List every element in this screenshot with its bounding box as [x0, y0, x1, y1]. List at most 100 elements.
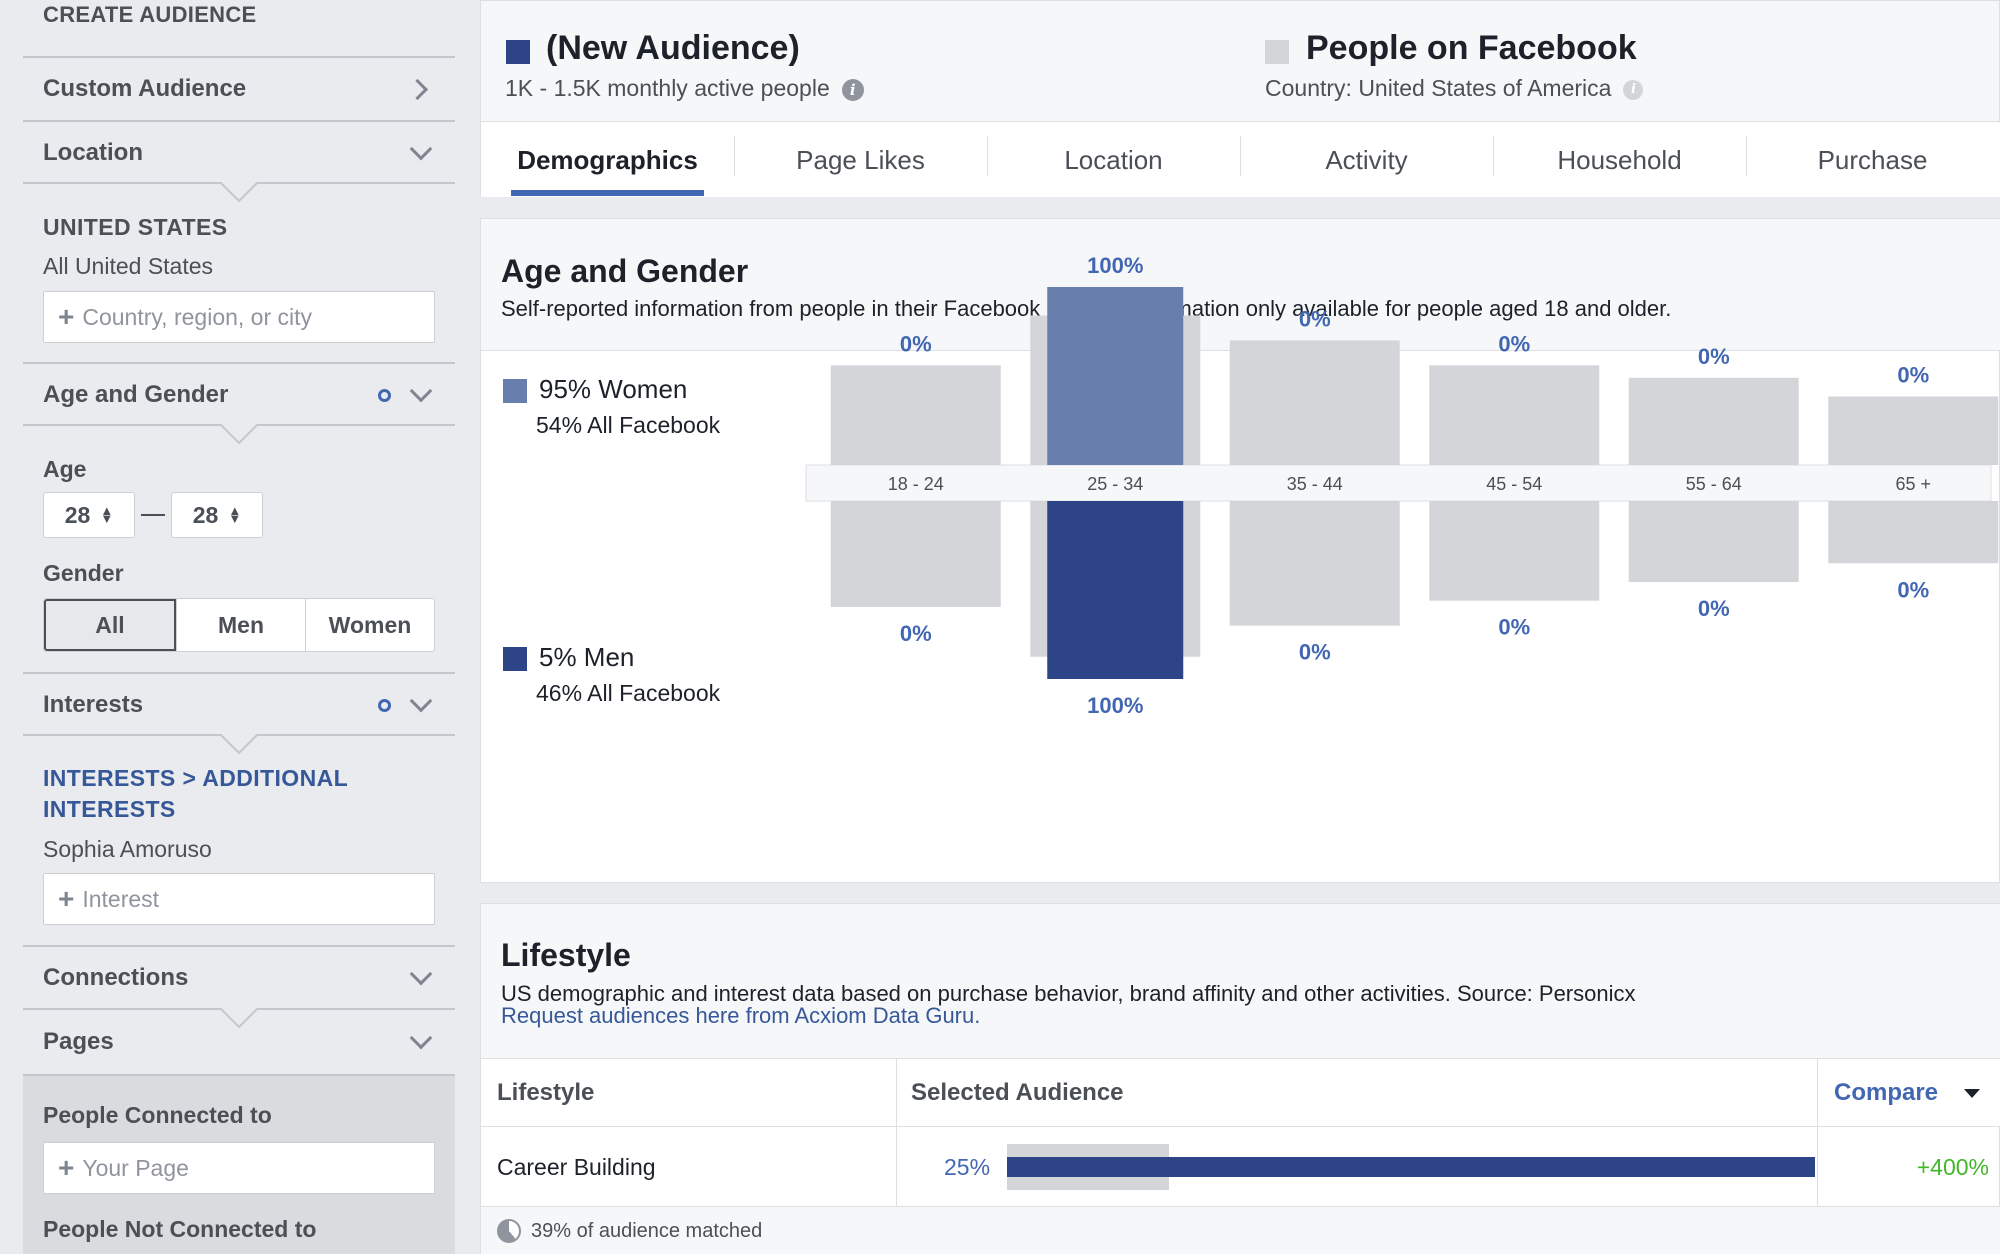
- men-data-label: 0%: [1498, 615, 1530, 640]
- lifestyle-footer: 39% of audience matched: [481, 1206, 2000, 1254]
- page-input[interactable]: + Your Page: [43, 1142, 435, 1194]
- info-icon[interactable]: i: [841, 78, 864, 101]
- age-max-select[interactable]: 28 ▲ ▼: [171, 492, 263, 538]
- new-audience-title: (New Audience): [546, 29, 800, 67]
- tab-demographics[interactable]: Demographics: [481, 122, 734, 198]
- age-tick-label: 35 - 44: [1287, 474, 1343, 494]
- location-row[interactable]: Location: [23, 120, 455, 184]
- age-tick-label: 65 +: [1895, 474, 1931, 494]
- age-max-value: 28: [192, 501, 219, 528]
- interests-breadcrumb-line-1: INTERESTS > ADDITIONAL: [43, 765, 349, 791]
- men-baseline-bar: [1828, 501, 1999, 564]
- interest-input[interactable]: + Interest: [43, 873, 435, 925]
- interests-breadcrumb[interactable]: INTERESTS > ADDITIONAL INTERESTS: [43, 763, 373, 825]
- age-tick-label: 45 - 54: [1486, 474, 1542, 494]
- tab-purchase[interactable]: Purchase: [1746, 122, 1999, 198]
- tab-activity[interactable]: Activity: [1240, 122, 1493, 198]
- age-min-value: 28: [64, 501, 91, 528]
- section-divider: [23, 424, 455, 446]
- sidebar-title: CREATE AUDIENCE: [43, 2, 257, 27]
- men-bar: [1047, 501, 1184, 679]
- men-data-label: 0%: [1698, 596, 1730, 621]
- age-tick-label: 18 - 24: [888, 474, 944, 494]
- age-gender-header: Age and Gender Self-reported information…: [481, 219, 2000, 351]
- women-data-label: 0%: [1498, 331, 1530, 356]
- women-baseline-bar: [830, 365, 1001, 465]
- row-selected-pct: 25%: [944, 1154, 991, 1180]
- men-data-label: 0%: [1897, 577, 1929, 602]
- gender-all-button[interactable]: All: [44, 599, 176, 651]
- page-connections-panel: People Connected to + Your Page People N…: [23, 1074, 455, 1254]
- gender-men-button[interactable]: Men: [176, 599, 305, 651]
- connections-label: Connections: [43, 964, 189, 991]
- women-legend-label: 95% Women: [539, 374, 688, 404]
- up-down-arrows-icon: ▲ ▼: [228, 503, 242, 526]
- women-swatch: [503, 379, 527, 403]
- women-data-label: 0%: [1698, 344, 1730, 369]
- women-baseline-bar: [1828, 396, 1999, 465]
- interests-breadcrumb-line-2: INTERESTS: [43, 796, 176, 822]
- interests-label: Interests: [43, 691, 144, 718]
- location-scope: All United States: [43, 253, 214, 279]
- connections-row[interactable]: Connections: [23, 945, 455, 1009]
- table-row[interactable]: Career Building 25% +400%: [481, 1128, 2000, 1206]
- age-band: [805, 464, 1992, 502]
- tab-location[interactable]: Location: [987, 122, 1240, 198]
- caret-down-icon: [1964, 1088, 1981, 1098]
- people-on-facebook-title: People on Facebook: [1306, 29, 1637, 67]
- insights-tabs: Demographics Page Likes Location Activit…: [481, 121, 2000, 197]
- section-divider: [23, 1008, 455, 1030]
- row-compare-value: +400%: [1916, 1154, 1989, 1180]
- chevron-down-icon: [409, 689, 433, 713]
- plus-icon: +: [58, 301, 75, 332]
- interests-row[interactable]: Interests: [23, 672, 455, 736]
- chevron-down-icon: [409, 1026, 433, 1050]
- women-baseline-bar: [1628, 377, 1799, 465]
- pages-row[interactable]: Pages: [23, 1010, 455, 1074]
- plus-icon: +: [58, 883, 75, 914]
- age-range-dash: [141, 514, 165, 516]
- row-lifestyle-name: Career Building: [497, 1154, 656, 1180]
- lifestyle-title: Lifestyle: [501, 937, 631, 973]
- location-placeholder: Country, region, or city: [82, 303, 313, 330]
- col-selected-audience[interactable]: Selected Audience: [911, 1079, 1124, 1106]
- gender-women-button[interactable]: Women: [305, 599, 434, 651]
- column-divider: [896, 1059, 897, 1206]
- location-country: UNITED STATES: [43, 214, 228, 240]
- gender-label: Gender: [43, 560, 124, 586]
- men-all-facebook: 46% All Facebook: [536, 680, 721, 706]
- facebook-country-text: Country: United States of America: [1265, 75, 1612, 101]
- location-input[interactable]: + Country, region, or city: [43, 291, 435, 343]
- lifestyle-table-header: Lifestyle Selected Audience Compare: [481, 1059, 2000, 1127]
- men-data-label: 0%: [900, 621, 932, 646]
- women-data-label: 0%: [1299, 306, 1331, 331]
- plus-icon: +: [58, 1152, 75, 1183]
- tab-page-likes[interactable]: Page Likes: [734, 122, 987, 198]
- people-not-connected-label: People Not Connected to: [43, 1216, 317, 1242]
- lifestyle-subtitle: US demographic and interest data based o…: [501, 981, 1636, 1006]
- facebook-country: Country: United States of America i: [1265, 75, 1644, 102]
- chevron-down-icon: [409, 379, 433, 403]
- compare-label: Compare: [1834, 1079, 1939, 1106]
- acxiom-link[interactable]: Request audiences here from Acxiom Data …: [501, 1003, 981, 1028]
- facebook-swatch: [1265, 40, 1289, 64]
- women-all-facebook: 54% All Facebook: [536, 412, 721, 438]
- active-filter-dot-icon: [378, 388, 391, 402]
- section-divider: [23, 734, 455, 756]
- age-min-select[interactable]: 28 ▲ ▼: [43, 492, 135, 538]
- women-data-label: 0%: [900, 331, 932, 356]
- tab-household[interactable]: Household: [1493, 122, 1746, 198]
- compare-dropdown[interactable]: Compare: [1834, 1059, 1981, 1127]
- monthly-active-people: 1K - 1.5K monthly active people i: [505, 75, 864, 102]
- info-icon[interactable]: i: [1623, 79, 1644, 100]
- men-baseline-bar: [1429, 501, 1600, 601]
- women-baseline-bar: [1429, 365, 1600, 465]
- up-down-arrows-icon: ▲ ▼: [100, 503, 114, 526]
- col-lifestyle[interactable]: Lifestyle: [497, 1079, 595, 1106]
- chevron-down-icon: [409, 137, 433, 161]
- men-swatch: [503, 647, 527, 671]
- custom-audience-row[interactable]: Custom Audience: [23, 56, 455, 120]
- create-audience-sidebar: CREATE AUDIENCE Custom Audience Location…: [23, 0, 455, 1254]
- age-gender-row[interactable]: Age and Gender: [23, 362, 455, 426]
